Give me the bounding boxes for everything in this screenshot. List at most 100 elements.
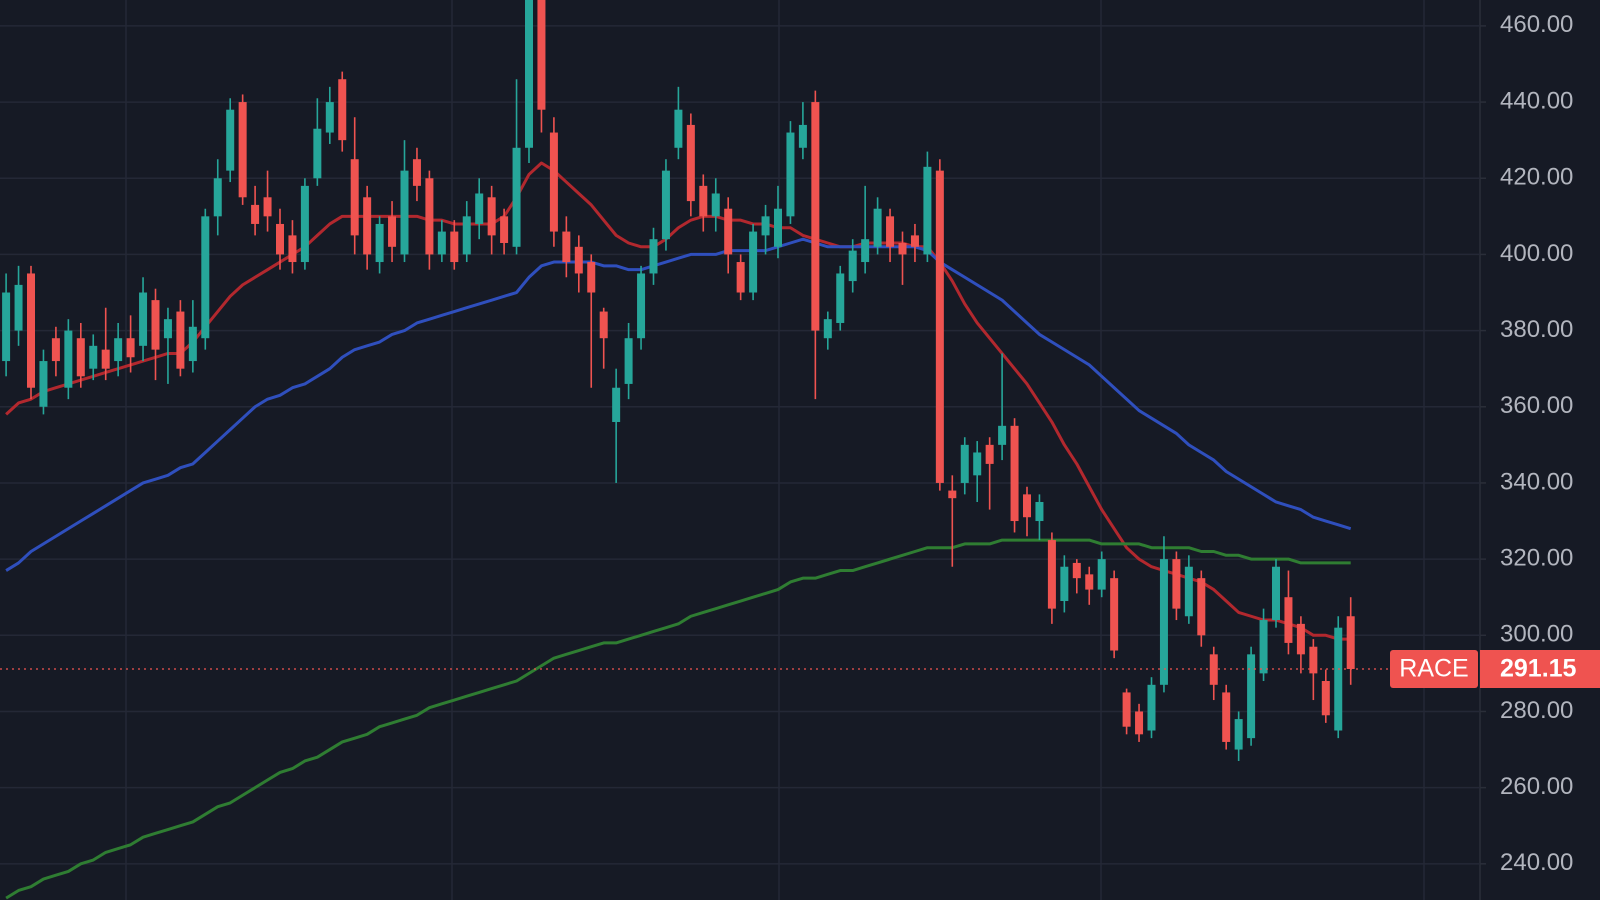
candle-body	[325, 102, 334, 133]
candle-body	[27, 273, 35, 388]
y-tick-label: 440.00	[1500, 87, 1573, 114]
last-price-box	[1480, 650, 1600, 689]
candle-body	[774, 208, 782, 247]
candle-body	[674, 109, 683, 148]
candle-body	[313, 128, 322, 179]
candle-body	[649, 239, 658, 274]
candle-body	[861, 239, 870, 263]
candle-body	[251, 204, 260, 224]
candle-body	[562, 231, 571, 263]
candle-body	[64, 330, 73, 388]
candle-body	[1234, 719, 1243, 750]
candle-body	[1184, 566, 1193, 617]
candle-body	[537, 0, 546, 110]
candle-body	[1122, 692, 1131, 727]
candle-body	[400, 170, 409, 255]
candle-body	[998, 425, 1007, 445]
moving-average-line	[5, 538, 1351, 900]
candle-body	[425, 178, 434, 255]
candle-body	[1035, 501, 1044, 522]
candle-body	[910, 235, 919, 247]
candle-body	[923, 166, 932, 255]
candle-body	[512, 147, 521, 247]
candle-body	[388, 216, 397, 247]
y-tick-label: 360.00	[1500, 392, 1573, 419]
candle-body	[823, 319, 832, 339]
candle-body	[363, 197, 372, 255]
moving-average-line	[5, 237, 1352, 572]
y-tick-label: 340.00	[1500, 468, 1573, 495]
candle-body	[1346, 616, 1355, 670]
candle-body	[450, 231, 459, 263]
candle-body	[960, 444, 969, 483]
candle-body	[375, 223, 384, 263]
candle-body	[462, 216, 471, 255]
candle-body	[1072, 562, 1081, 579]
candle-body	[288, 235, 297, 263]
candle-body	[612, 387, 621, 423]
candle-body	[14, 284, 23, 331]
candle-body	[985, 444, 994, 464]
candle-body	[1010, 425, 1019, 522]
candle-body	[948, 490, 957, 499]
candle-body	[1259, 620, 1268, 674]
moving-averages	[5, 161, 1352, 900]
candle-body	[1023, 494, 1031, 518]
candle-body	[1085, 574, 1094, 590]
y-tick-label: 260.00	[1500, 773, 1573, 800]
candle-body	[599, 311, 608, 339]
candle-body	[898, 242, 907, 255]
candle-body	[1060, 566, 1069, 602]
candle-body	[624, 338, 633, 384]
candle-body	[973, 452, 982, 476]
candle-body	[2, 292, 11, 362]
candle-body	[263, 197, 272, 217]
y-tick-label: 300.00	[1500, 621, 1573, 648]
time-grid	[125, 0, 1425, 900]
candle-body	[500, 216, 509, 243]
moving-average-line	[5, 161, 1351, 641]
candle-body	[1159, 559, 1168, 685]
candle-body	[798, 124, 807, 148]
candle-body	[836, 273, 845, 323]
candle-body	[39, 361, 48, 407]
symbol-label: RACE	[1399, 655, 1468, 683]
candle-body	[1110, 578, 1119, 651]
candle-body	[1047, 540, 1056, 609]
symbol-label-box	[1390, 650, 1478, 689]
candle-body	[188, 326, 197, 362]
candle-body	[1309, 646, 1318, 674]
candle-body	[151, 300, 160, 350]
candle-body	[163, 319, 172, 339]
candle-body	[786, 132, 795, 217]
candle-body	[886, 216, 895, 247]
candle-body	[525, 0, 533, 148]
candle-body	[736, 262, 745, 293]
candle-body	[935, 170, 944, 483]
candle-body	[686, 124, 695, 202]
candle-body	[338, 79, 347, 141]
candle-body	[114, 338, 123, 362]
candle-body	[226, 109, 235, 171]
y-tick-label: 420.00	[1500, 164, 1573, 191]
candle-body	[213, 178, 222, 217]
candle-body	[724, 208, 733, 255]
candle-body	[126, 338, 135, 358]
candle-body	[848, 250, 857, 282]
candle-body	[574, 246, 583, 274]
candle-body	[76, 338, 85, 377]
y-tick-label: 460.00	[1500, 11, 1573, 38]
candle-body	[1334, 627, 1343, 731]
candle-body	[587, 262, 596, 293]
candle-body	[699, 185, 708, 217]
candle-body	[1097, 559, 1106, 590]
candle-body	[176, 311, 185, 369]
y-tick-label: 240.00	[1500, 849, 1573, 876]
candle-body	[51, 338, 60, 362]
candle-body	[350, 159, 359, 236]
candle-body	[1321, 680, 1330, 716]
candle-body	[89, 345, 98, 369]
